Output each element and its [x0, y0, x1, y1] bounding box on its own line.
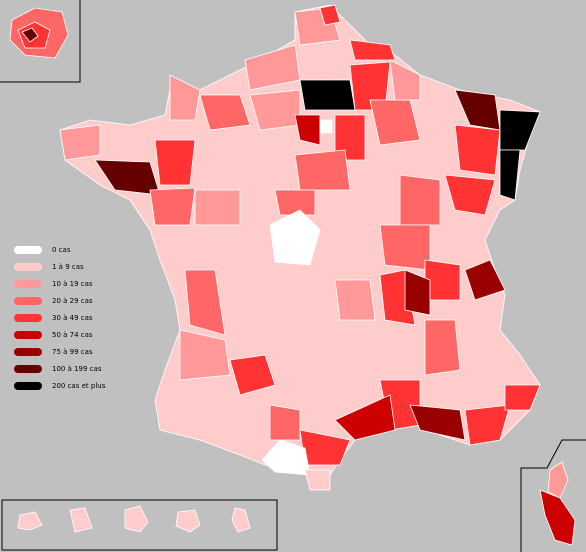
department: [499, 109, 541, 151]
department: [539, 489, 576, 546]
legend-swatch: [14, 365, 42, 373]
department: [409, 404, 466, 441]
department: [334, 279, 376, 321]
department: [464, 404, 511, 446]
department: [17, 511, 43, 531]
legend-swatch: [14, 314, 42, 322]
departments: [59, 4, 541, 491]
inset-frame: [520, 439, 586, 552]
department: [379, 224, 431, 271]
legend-swatch: [14, 246, 42, 254]
legend-swatch: [14, 331, 42, 339]
department: [274, 189, 316, 216]
department: [179, 329, 231, 381]
legend-label: 100 à 199 cas: [52, 365, 102, 373]
legend-label: 50 à 74 cas: [52, 331, 93, 339]
department: [21, 27, 39, 43]
department: [154, 139, 196, 186]
department: [149, 187, 196, 226]
department: [547, 461, 569, 499]
department: [299, 79, 356, 111]
inset-frame: [0, 0, 81, 83]
department: [261, 439, 311, 476]
legend-label: 0 cas: [52, 246, 71, 254]
department: [464, 259, 506, 301]
department: [499, 149, 521, 201]
legend-label: 1 à 9 cas: [52, 263, 84, 271]
department: [319, 119, 333, 134]
department: [404, 269, 431, 316]
department: [454, 124, 501, 176]
legend-swatch: [14, 280, 42, 288]
legend-swatch: [14, 348, 42, 356]
department: [319, 4, 341, 26]
department: [389, 59, 421, 101]
department: [229, 354, 276, 396]
department: [334, 394, 396, 441]
department: [124, 505, 149, 533]
department: [194, 189, 241, 226]
department: [349, 39, 396, 61]
legend: 0 cas 1 à 9 cas 10 à 19 cas 20 à 29 cas 30 à…: [14, 246, 106, 390]
department: [199, 94, 251, 131]
legend-label: 75 à 99 cas: [52, 348, 93, 356]
department: [424, 319, 461, 376]
department: [304, 469, 331, 491]
department: [269, 209, 321, 266]
legend-swatch: [14, 382, 42, 390]
corse-inset: [520, 439, 586, 552]
department: [269, 404, 301, 441]
department: [59, 124, 101, 161]
department: [504, 384, 541, 411]
department: [444, 174, 496, 216]
legend-label: 10 à 19 cas: [52, 280, 93, 288]
department: [334, 114, 366, 161]
legend-label: 20 à 29 cas: [52, 297, 93, 305]
department: [399, 174, 441, 226]
department: [294, 114, 321, 146]
legend-swatch: [14, 297, 42, 305]
department: [169, 74, 201, 121]
inset-frame: [1, 499, 278, 551]
department: [69, 507, 93, 533]
legend-label: 30 à 49 cas: [52, 314, 93, 322]
department: [231, 507, 251, 533]
department: [175, 509, 201, 533]
legend-swatch: [14, 263, 42, 271]
overseas-inset: [1, 499, 278, 551]
department: [184, 269, 226, 336]
legend-label: 200 cas et plus: [52, 382, 106, 390]
paris-inset: [0, 0, 81, 83]
department: [294, 149, 351, 191]
